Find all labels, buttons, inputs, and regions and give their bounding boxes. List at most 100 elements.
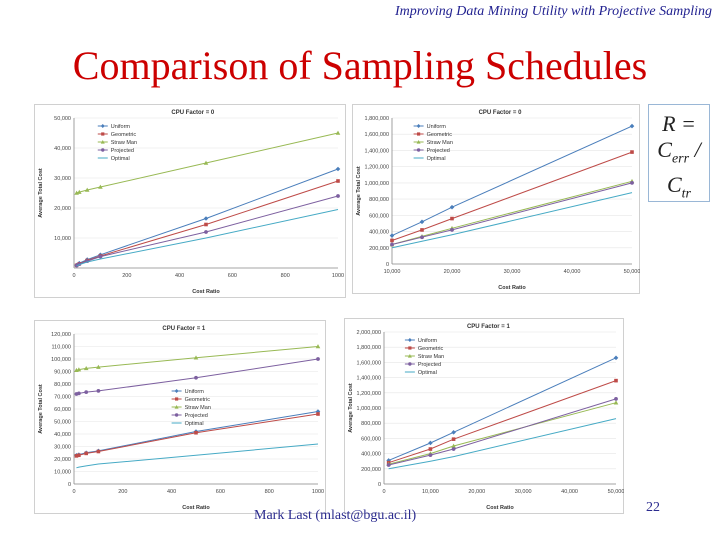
chart-title: CPU Factor = 1 — [467, 324, 511, 330]
data-point-geometric — [204, 222, 208, 227]
x-tick-label: 30,000 — [504, 269, 521, 275]
data-point-geometric — [96, 449, 101, 454]
y-tick-label: 10,000 — [54, 236, 71, 242]
data-point-projected — [450, 228, 454, 232]
y-axis-label: Average Total Cost — [38, 384, 44, 434]
y-axis-label: Average Total Cost — [38, 168, 44, 218]
y-tick-label: 1,400,000 — [357, 376, 381, 382]
y-tick-label: 400,000 — [361, 452, 381, 458]
y-tick-label: 10,000 — [54, 470, 71, 476]
y-tick-label: 80,000 — [54, 382, 71, 388]
y-tick-label: 0 — [68, 482, 71, 488]
y-tick-label: 1,000,000 — [357, 406, 381, 412]
series-line-optimal — [76, 209, 339, 267]
y-tick-label: 40,000 — [54, 432, 71, 438]
legend-marker — [174, 389, 179, 393]
data-point-uniform — [389, 233, 395, 238]
x-tick-label: 400 — [167, 489, 176, 495]
series-line-projected — [391, 182, 633, 245]
legend-label-projected: Projected — [427, 148, 450, 154]
data-point-projected — [390, 242, 394, 247]
x-axis-label: Cost Ratio — [486, 505, 514, 511]
x-tick-label: 0 — [72, 273, 75, 279]
legend-marker — [175, 397, 179, 401]
legend-label-geometric: Geometric — [111, 132, 137, 138]
data-point-geometric — [451, 437, 456, 441]
x-tick-label: 200 — [118, 489, 127, 495]
data-point-projected — [84, 390, 89, 395]
y-tick-label: 600,000 — [369, 213, 389, 219]
data-point-geometric — [84, 451, 88, 456]
x-tick-label: 800 — [265, 489, 274, 495]
x-tick-label: 1000 — [332, 273, 344, 279]
data-point-geometric — [428, 447, 433, 451]
data-point-uniform — [449, 204, 455, 210]
x-tick-label: 50,000 — [624, 269, 640, 275]
formula-tr-sub: tr — [681, 186, 692, 202]
y-tick-label: 200,000 — [369, 246, 389, 252]
y-tick-label: 60,000 — [54, 407, 71, 413]
x-tick-label: 50,000 — [608, 489, 624, 495]
chart-frame — [34, 320, 326, 514]
data-point-projected — [316, 357, 320, 361]
data-point-geometric — [77, 453, 81, 458]
formula-eq: = — [681, 111, 696, 136]
legend-marker — [416, 124, 421, 128]
chart-title: CPU Factor = 0 — [479, 110, 523, 116]
x-tick-label: 30,000 — [515, 489, 532, 495]
chart-cpu1-large-ratio: 0 200,000 400,000 600,000 800,000 1,000,000 1,… — [344, 318, 624, 514]
legend-label-straw-man: Straw Man — [418, 354, 444, 360]
legend-label-straw-man: Straw Man — [185, 405, 211, 411]
data-point-geometric — [614, 378, 618, 383]
y-tick-label: 30,000 — [54, 176, 71, 182]
data-point-projected — [98, 254, 103, 259]
data-point-geometric — [194, 430, 198, 435]
data-point-straw-man — [96, 364, 101, 369]
legend-label-uniform: Uniform — [185, 389, 205, 395]
data-point-straw-man — [193, 355, 199, 360]
x-axis-label: Cost Ratio — [192, 289, 220, 295]
data-point-geometric — [390, 238, 394, 243]
data-point-projected — [386, 463, 391, 467]
legend-marker — [101, 148, 105, 152]
x-tick-label: 1000 — [312, 489, 324, 495]
legend-label-uniform: Uniform — [427, 124, 447, 130]
legend-label-uniform: Uniform — [418, 338, 438, 344]
legend-label-straw-man: Straw Man — [427, 140, 453, 146]
y-axis-label: Average Total Cost — [348, 383, 354, 433]
data-point-straw-man — [98, 184, 103, 189]
legend-marker — [417, 132, 421, 136]
y-tick-label: 1,600,000 — [357, 360, 381, 366]
legend-label-optimal: Optimal — [427, 156, 446, 162]
data-point-projected — [204, 230, 208, 234]
formula-slash: / — [694, 137, 701, 162]
x-tick-label: 0 — [382, 489, 385, 495]
legend-marker — [101, 132, 105, 136]
legend-label-projected: Projected — [185, 413, 208, 419]
y-tick-label: 1,600,000 — [365, 132, 389, 138]
series-line-projected — [388, 398, 617, 466]
legend-label-geometric: Geometric — [418, 346, 444, 352]
page-number: 22 — [646, 500, 660, 515]
data-point-geometric — [420, 228, 424, 232]
y-tick-label: 120,000 — [51, 332, 71, 338]
x-tick-label: 800 — [281, 273, 290, 279]
y-tick-label: 50,000 — [54, 116, 71, 122]
y-tick-label: 800,000 — [369, 197, 389, 203]
y-tick-label: 40,000 — [54, 146, 71, 152]
data-point-projected — [194, 375, 198, 380]
y-tick-label: 400,000 — [369, 230, 389, 236]
chart-cpu0-small-ratio: 10,000 20,000 30,000 40,000 50,000 0 200 400 600… — [34, 104, 346, 298]
data-point-geometric — [336, 179, 340, 183]
y-tick-label: 1,000,000 — [365, 181, 389, 187]
series-line-optimal — [76, 443, 319, 469]
data-point-projected — [336, 194, 340, 198]
legend-marker — [407, 354, 412, 358]
data-point-straw-man — [613, 400, 619, 405]
legend-label-straw-man: Straw Man — [111, 140, 137, 146]
y-tick-label: 600,000 — [361, 436, 381, 442]
x-tick-label: 40,000 — [561, 489, 578, 495]
y-tick-label: 30,000 — [54, 445, 71, 451]
series-line-geometric — [391, 151, 633, 241]
x-tick-label: 600 — [228, 273, 237, 279]
